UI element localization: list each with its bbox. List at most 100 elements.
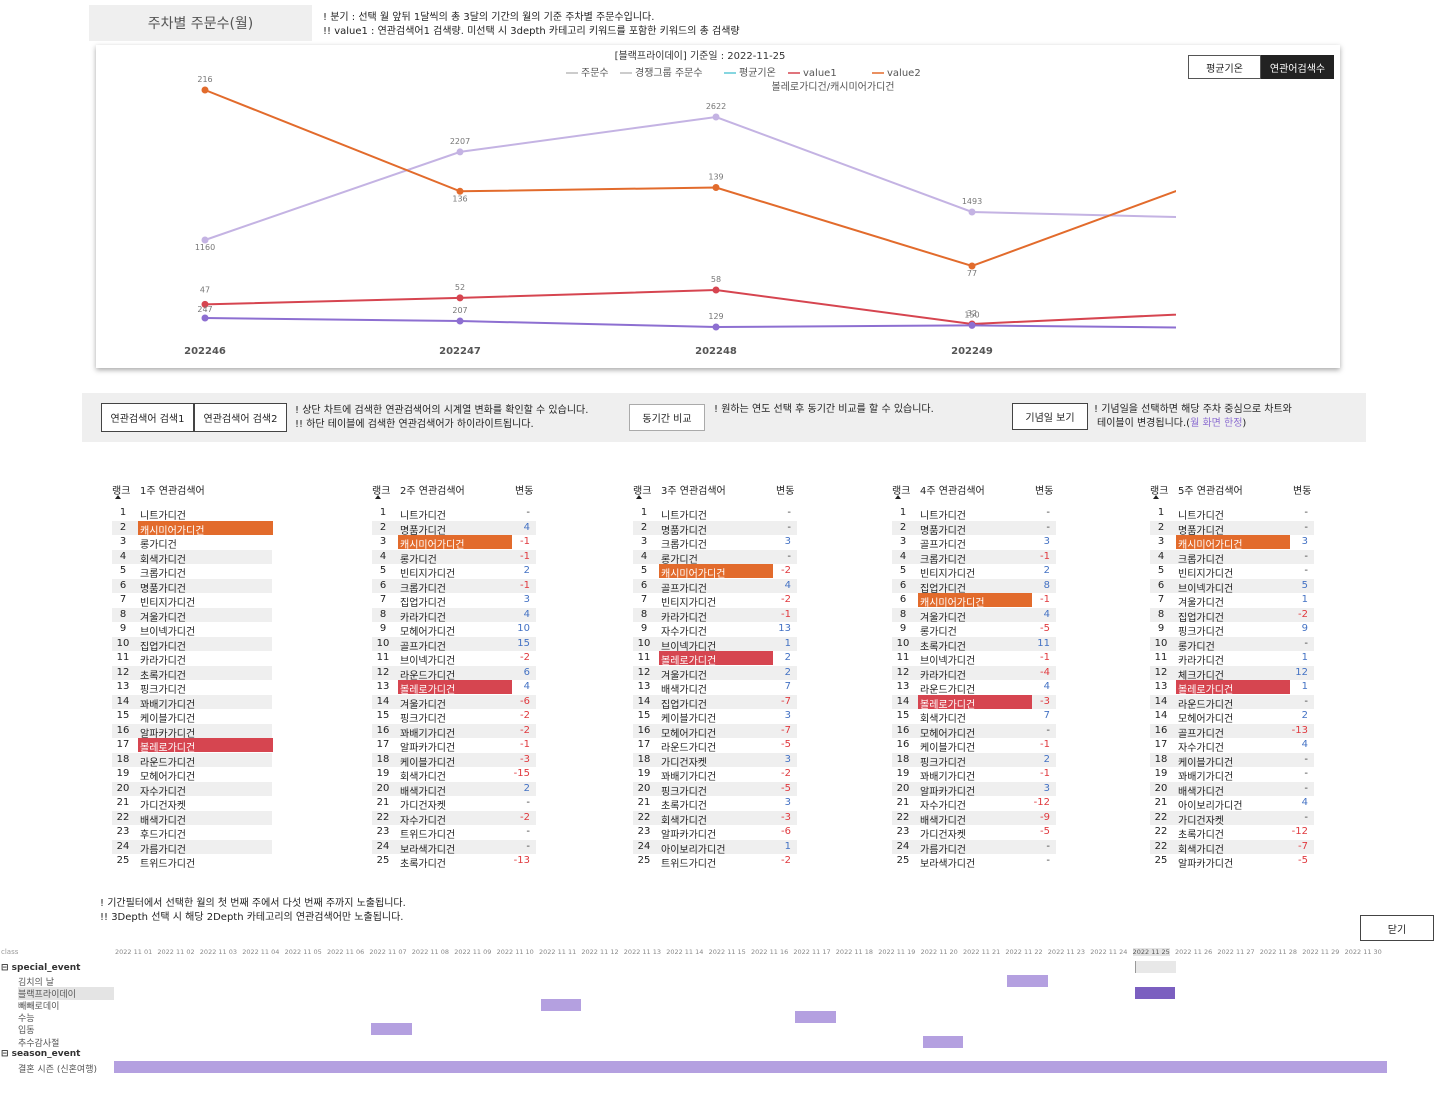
timeline-date[interactable]: 2022 11 12 xyxy=(581,948,619,956)
event-bar[interactable] xyxy=(922,1036,963,1048)
table-row[interactable]: 6 브이넥가디건 5 xyxy=(1150,578,1314,595)
table-row[interactable]: 25 알파카가디건 -5 xyxy=(1150,854,1314,870)
timeline-date[interactable]: 2022 11 20 xyxy=(920,948,958,956)
table-row[interactable]: 20 핑크가디건 -5 xyxy=(633,781,797,798)
table-row[interactable]: 16 꽈배기가디건 -2 xyxy=(372,723,536,740)
table-row[interactable]: 14 볼레로가디건 -3 xyxy=(892,694,1056,711)
data-point[interactable] xyxy=(456,317,464,325)
timeline-date[interactable]: 2022 11 26 xyxy=(1175,948,1213,956)
table-row[interactable]: 14 라운드가디건 - xyxy=(1150,694,1314,711)
table-row[interactable]: 5 빈티지가디건 2 xyxy=(372,564,536,580)
table-row[interactable]: 13 핑크가디건 xyxy=(112,680,272,696)
table-row[interactable]: 19 회색가디건 -15 xyxy=(372,767,536,783)
table-row[interactable]: 21 자수가디건 -12 xyxy=(892,796,1056,812)
keyword-header[interactable]: 5주 연관검색어 xyxy=(1178,486,1243,497)
data-point[interactable] xyxy=(201,300,209,308)
timeline-date[interactable]: 2022 11 07 xyxy=(369,948,407,956)
table-row[interactable]: 15 회색가디건 7 xyxy=(892,709,1056,725)
table-row[interactable]: 18 케이블가디건 - xyxy=(1150,752,1314,769)
timeline-date[interactable]: 2022 11 02 xyxy=(157,948,195,956)
table-row[interactable]: 25 보라색가디건 - xyxy=(892,854,1056,870)
table-row[interactable]: 10 골프가디건 15 xyxy=(372,636,536,653)
table-row[interactable]: 14 모헤어가디건 2 xyxy=(1150,709,1314,725)
table-row[interactable]: 6 명품가디건 xyxy=(112,578,272,595)
table-row[interactable]: 8 겨울가디건 4 xyxy=(892,607,1056,624)
table-row[interactable]: 11 카라가디건 1 xyxy=(1150,651,1314,667)
event-label[interactable]: 수능 xyxy=(18,1014,35,1024)
related-search-2-button[interactable]: 연관검색어 검색2 xyxy=(194,403,287,432)
table-row[interactable]: 5 크롭가디건 xyxy=(112,564,272,580)
timeline-date[interactable]: 2022 11 29 xyxy=(1302,948,1340,956)
timeline-date[interactable]: 2022 11 22 xyxy=(1005,948,1043,956)
avg-temp-toggle[interactable]: 평균기온 xyxy=(1188,55,1261,79)
table-row[interactable]: 24 가름가디건 - xyxy=(892,839,1056,856)
table-row[interactable]: 16 알파카가디건 xyxy=(112,723,272,740)
table-row[interactable]: 13 라운드가디건 4 xyxy=(892,680,1056,696)
table-row[interactable]: 9 롱가디건 -5 xyxy=(892,622,1056,638)
event-label[interactable]: 입동 xyxy=(18,1026,35,1036)
table-row[interactable]: 9 핑크가디건 9 xyxy=(1150,622,1314,638)
table-row[interactable]: 20 자수가디건 xyxy=(112,781,272,798)
keyword-header[interactable]: 1주 연관검색어 xyxy=(140,486,205,497)
table-row[interactable]: 12 초록가디건 xyxy=(112,665,272,682)
table-row[interactable]: 19 꽈배기가디건 -1 xyxy=(892,767,1056,783)
table-row[interactable]: 18 핑크가디건 2 xyxy=(892,752,1056,769)
table-row[interactable]: 3 롱가디건 xyxy=(112,535,272,551)
table-row[interactable]: 6 골프가디건 4 xyxy=(633,578,797,595)
table-row[interactable]: 1 니트가디건 - xyxy=(1150,506,1314,522)
timeline-date[interactable]: 2022 11 23 xyxy=(1047,948,1086,956)
rank-header[interactable]: 랭크 xyxy=(1150,486,1169,497)
table-row[interactable]: 8 집업가디건 -2 xyxy=(1150,607,1314,624)
rank-header[interactable]: 랭크 xyxy=(633,486,652,497)
table-row[interactable]: 17 볼레로가디건 xyxy=(112,738,273,754)
table-row[interactable]: 1 니트가디건 xyxy=(112,506,272,522)
table-row[interactable]: 25 트위드가디건 -2 xyxy=(633,854,797,870)
table-row[interactable]: 4 회색가디건 xyxy=(112,549,272,566)
table-row[interactable]: 23 가디건자켓 -5 xyxy=(892,825,1056,841)
timeline-date[interactable]: 2022 11 17 xyxy=(793,948,831,956)
timeline-date[interactable]: 2022 11 05 xyxy=(284,948,322,956)
table-row[interactable]: 21 아이보리가디건 4 xyxy=(1150,796,1314,812)
table-row[interactable]: 17 알파카가디건 -1 xyxy=(372,738,536,754)
event-label[interactable]: 추수감사절 xyxy=(18,1039,60,1049)
table-row[interactable]: 13 배색가디건 7 xyxy=(633,680,797,696)
data-point[interactable] xyxy=(968,208,976,216)
table-row[interactable]: 21 초록가디건 3 xyxy=(633,796,797,812)
table-row[interactable]: 18 라운드가디건 xyxy=(112,752,272,769)
keyword-header[interactable]: 2주 연관검색어 xyxy=(400,486,465,497)
data-point[interactable] xyxy=(456,187,464,195)
timeline-date[interactable]: 2022 11 01 xyxy=(115,948,153,956)
timeline-date[interactable]: 2022 11 08 xyxy=(411,948,450,956)
data-point[interactable] xyxy=(712,113,720,121)
table-row[interactable]: 3 캐시미어가디건 -1 xyxy=(372,535,536,551)
related-search-1-button[interactable]: 연관검색어 검색1 xyxy=(101,403,194,432)
table-row[interactable]: 1 니트가디건 - xyxy=(633,506,797,522)
table-row[interactable]: 4 롱가디건 -1 xyxy=(372,549,536,566)
table-row[interactable]: 20 배색가디건 2 xyxy=(372,781,536,798)
data-point[interactable] xyxy=(712,286,720,294)
rank-header[interactable]: 랭크 xyxy=(892,486,911,497)
table-row[interactable]: 16 케이블가디건 -1 xyxy=(892,738,1056,754)
data-point[interactable] xyxy=(201,86,209,94)
table-row[interactable]: 15 핑크가디건 -2 xyxy=(372,709,536,725)
table-row[interactable]: 15 케이블가디건 xyxy=(112,709,272,725)
table-row[interactable]: 20 알파카가디건 3 xyxy=(892,781,1056,798)
table-row[interactable]: 12 체크가디건 12 xyxy=(1150,665,1314,682)
data-point[interactable] xyxy=(456,294,464,302)
event-bar[interactable] xyxy=(541,999,582,1011)
table-row[interactable]: 11 카라가디건 xyxy=(112,651,272,667)
table-row[interactable]: 13 볼레로가디건 1 xyxy=(1150,680,1314,696)
data-point[interactable] xyxy=(712,183,720,191)
table-row[interactable]: 16 골프가디건 -13 xyxy=(1150,723,1314,740)
table-row[interactable]: 14 집업가디건 -7 xyxy=(633,694,797,711)
timeline-date[interactable]: 2022 11 03 xyxy=(199,948,238,956)
keyword-header[interactable]: 4주 연관검색어 xyxy=(920,486,985,497)
table-row[interactable]: 2 명품가디건 - xyxy=(892,520,1056,537)
period-compare-button[interactable]: 동기간 비교 xyxy=(629,404,705,431)
close-button[interactable]: 닫기 xyxy=(1360,915,1434,941)
table-row[interactable]: 3 골프가디건 3 xyxy=(892,535,1056,551)
table-row[interactable]: 21 가디건자켓 - xyxy=(372,796,536,812)
event-label[interactable]: 김치의 날 xyxy=(18,978,54,988)
timeline-date[interactable]: 2022 11 21 xyxy=(963,948,1001,956)
table-row[interactable]: 22 회색가디건 -3 xyxy=(633,810,797,827)
